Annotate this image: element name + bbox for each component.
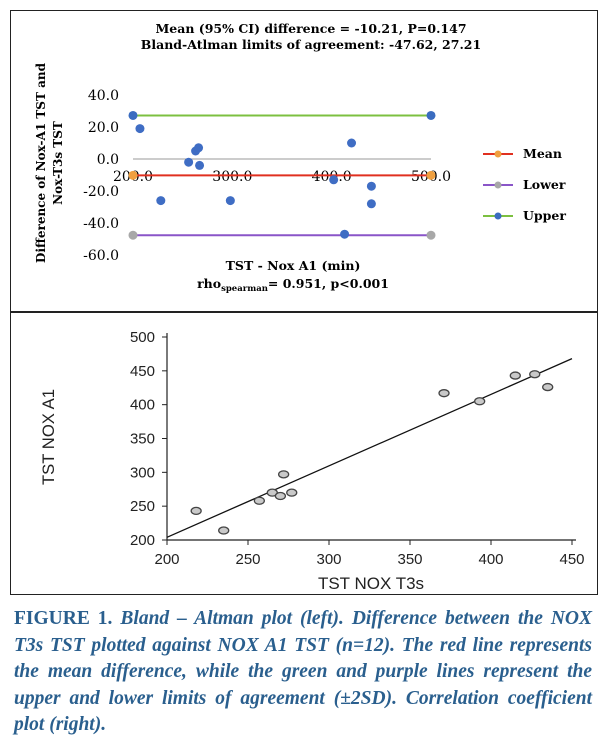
- ba-mean-marker-start: [128, 170, 138, 180]
- corr-data-point: [218, 526, 230, 535]
- ba-rho-subscript: spearman: [221, 284, 268, 294]
- corr-data-point: [509, 371, 521, 380]
- corr-y-tick-label: 450: [130, 363, 155, 380]
- corr-y-tick-label: 200: [130, 532, 155, 549]
- legend-item-upper: Upper: [483, 208, 566, 223]
- corr-data-point: [277, 470, 290, 479]
- ba-rho-suffix: = 0.951, p<0.001: [268, 276, 389, 291]
- ba-y-tick-label: 40.0: [88, 88, 119, 104]
- ba-ylabel-line1: Difference of Nox-A1 TST and: [34, 62, 48, 263]
- legend-lower-marker: [494, 181, 502, 189]
- ba-y-ticks: 40.0 20.0 0.0 -20.0 -40.0 -60.0: [83, 88, 119, 264]
- ba-y-tick-label: 20.0: [88, 120, 119, 136]
- correlation-panel: 200 250 300 350 400 450 500 200 250 300 350 400 450…: [10, 312, 598, 595]
- ba-upper-marker-start: [128, 110, 138, 120]
- corr-x-tick-label: 350: [397, 551, 422, 568]
- legend-item-mean: Mean: [483, 146, 562, 161]
- correlation-chart: 200 250 300 350 400 450 500 200 250 300 350 400 450…: [39, 329, 585, 593]
- corr-data-point: [286, 488, 298, 497]
- ba-data-point: [184, 157, 194, 167]
- legend-item-lower: Lower: [483, 177, 566, 192]
- corr-y-ticks: 200 250 300 350 400 450 500: [130, 329, 167, 549]
- ba-title: Mean (95% CI) difference = -10.21, P=0.1…: [155, 21, 466, 36]
- legend-mean-marker: [494, 150, 502, 158]
- corr-x-tick-label: 400: [478, 551, 503, 568]
- ba-mean-marker-end: [426, 170, 436, 180]
- ba-data-point: [347, 138, 357, 148]
- ba-data-point: [135, 124, 145, 134]
- figure-caption: FIGURE 1. Bland – Altman plot (left). Di…: [14, 606, 592, 739]
- corr-regression-line: [166, 358, 573, 538]
- ba-rho-prefix: rho: [197, 276, 221, 291]
- corr-y-tick-label: 400: [130, 397, 155, 414]
- corr-data-point: [474, 397, 486, 406]
- ba-data-point: [225, 196, 235, 206]
- legend-mean-label: Mean: [523, 146, 562, 161]
- ba-data-point: [329, 175, 339, 185]
- legend-lower-label: Lower: [523, 177, 566, 192]
- corr-points: [190, 370, 554, 535]
- caption-text: Bland – Altman plot (left). Difference b…: [14, 608, 592, 735]
- corr-data-point: [190, 506, 202, 516]
- corr-xlabel: TST NOX T3s: [318, 574, 424, 593]
- ba-x-tick-label: 300.0: [212, 169, 252, 185]
- corr-x-tick-label: 450: [559, 551, 584, 568]
- ba-data-point: [366, 181, 376, 191]
- corr-data-point: [274, 491, 287, 501]
- bland-altman-chart: Mean (95% CI) difference = -10.21, P=0.1…: [34, 21, 566, 294]
- corr-y-tick-label: 250: [130, 498, 155, 515]
- bland-altman-panel: Mean (95% CI) difference = -10.21, P=0.1…: [10, 10, 598, 312]
- ba-lower-marker-end: [426, 230, 436, 240]
- ba-rho-stat: rhospearman= 0.951, p<0.001: [197, 276, 389, 294]
- corr-data-point: [253, 496, 265, 505]
- ba-y-tick-label: 0.0: [97, 152, 119, 168]
- ba-lower-marker-start: [128, 230, 138, 240]
- ba-y-tick-label: -20.0: [83, 184, 119, 200]
- ba-subtitle: Bland-Atlman limits of agreement: -47.62…: [141, 37, 481, 52]
- ba-ylabel-group: Difference of Nox-A1 TST and Nox-T3s TST: [34, 62, 65, 263]
- corr-data-point: [529, 370, 541, 379]
- ba-points: [135, 124, 376, 239]
- corr-y-tick-label: 350: [130, 431, 155, 448]
- ba-reference-lines: [128, 110, 436, 240]
- ba-data-point: [366, 199, 376, 209]
- corr-y-tick-label: 300: [130, 464, 155, 481]
- corr-data-point: [542, 382, 554, 392]
- corr-y-tick-label: 500: [130, 329, 155, 346]
- legend-upper-marker: [494, 212, 502, 220]
- corr-fit-line: [166, 358, 573, 538]
- ba-ylabel-line2: Nox-T3s TST: [51, 121, 65, 205]
- ba-y-tick-label: -60.0: [83, 248, 119, 264]
- corr-data-point: [438, 389, 450, 398]
- corr-x-tick-label: 300: [316, 551, 341, 568]
- ba-y-tick-label: -40.0: [83, 216, 119, 232]
- ba-data-point: [195, 160, 205, 170]
- caption-label: FIGURE 1.: [14, 608, 113, 629]
- ba-data-point: [194, 143, 204, 153]
- ba-data-point: [156, 196, 166, 206]
- corr-ylabel: TST NOX A1: [39, 389, 58, 485]
- legend-upper-label: Upper: [523, 208, 566, 223]
- corr-x-tick-label: 250: [235, 551, 260, 568]
- corr-x-ticks: 200 250 300 350 400 450: [154, 540, 585, 568]
- corr-axes: [166, 333, 576, 541]
- corr-x-tick-label: 200: [154, 551, 179, 568]
- ba-legend: Mean Lower Upper: [483, 146, 566, 223]
- ba-data-point: [340, 229, 350, 239]
- ba-upper-marker-end: [426, 110, 436, 120]
- ba-xlabel: TST - Nox A1 (min): [226, 258, 361, 273]
